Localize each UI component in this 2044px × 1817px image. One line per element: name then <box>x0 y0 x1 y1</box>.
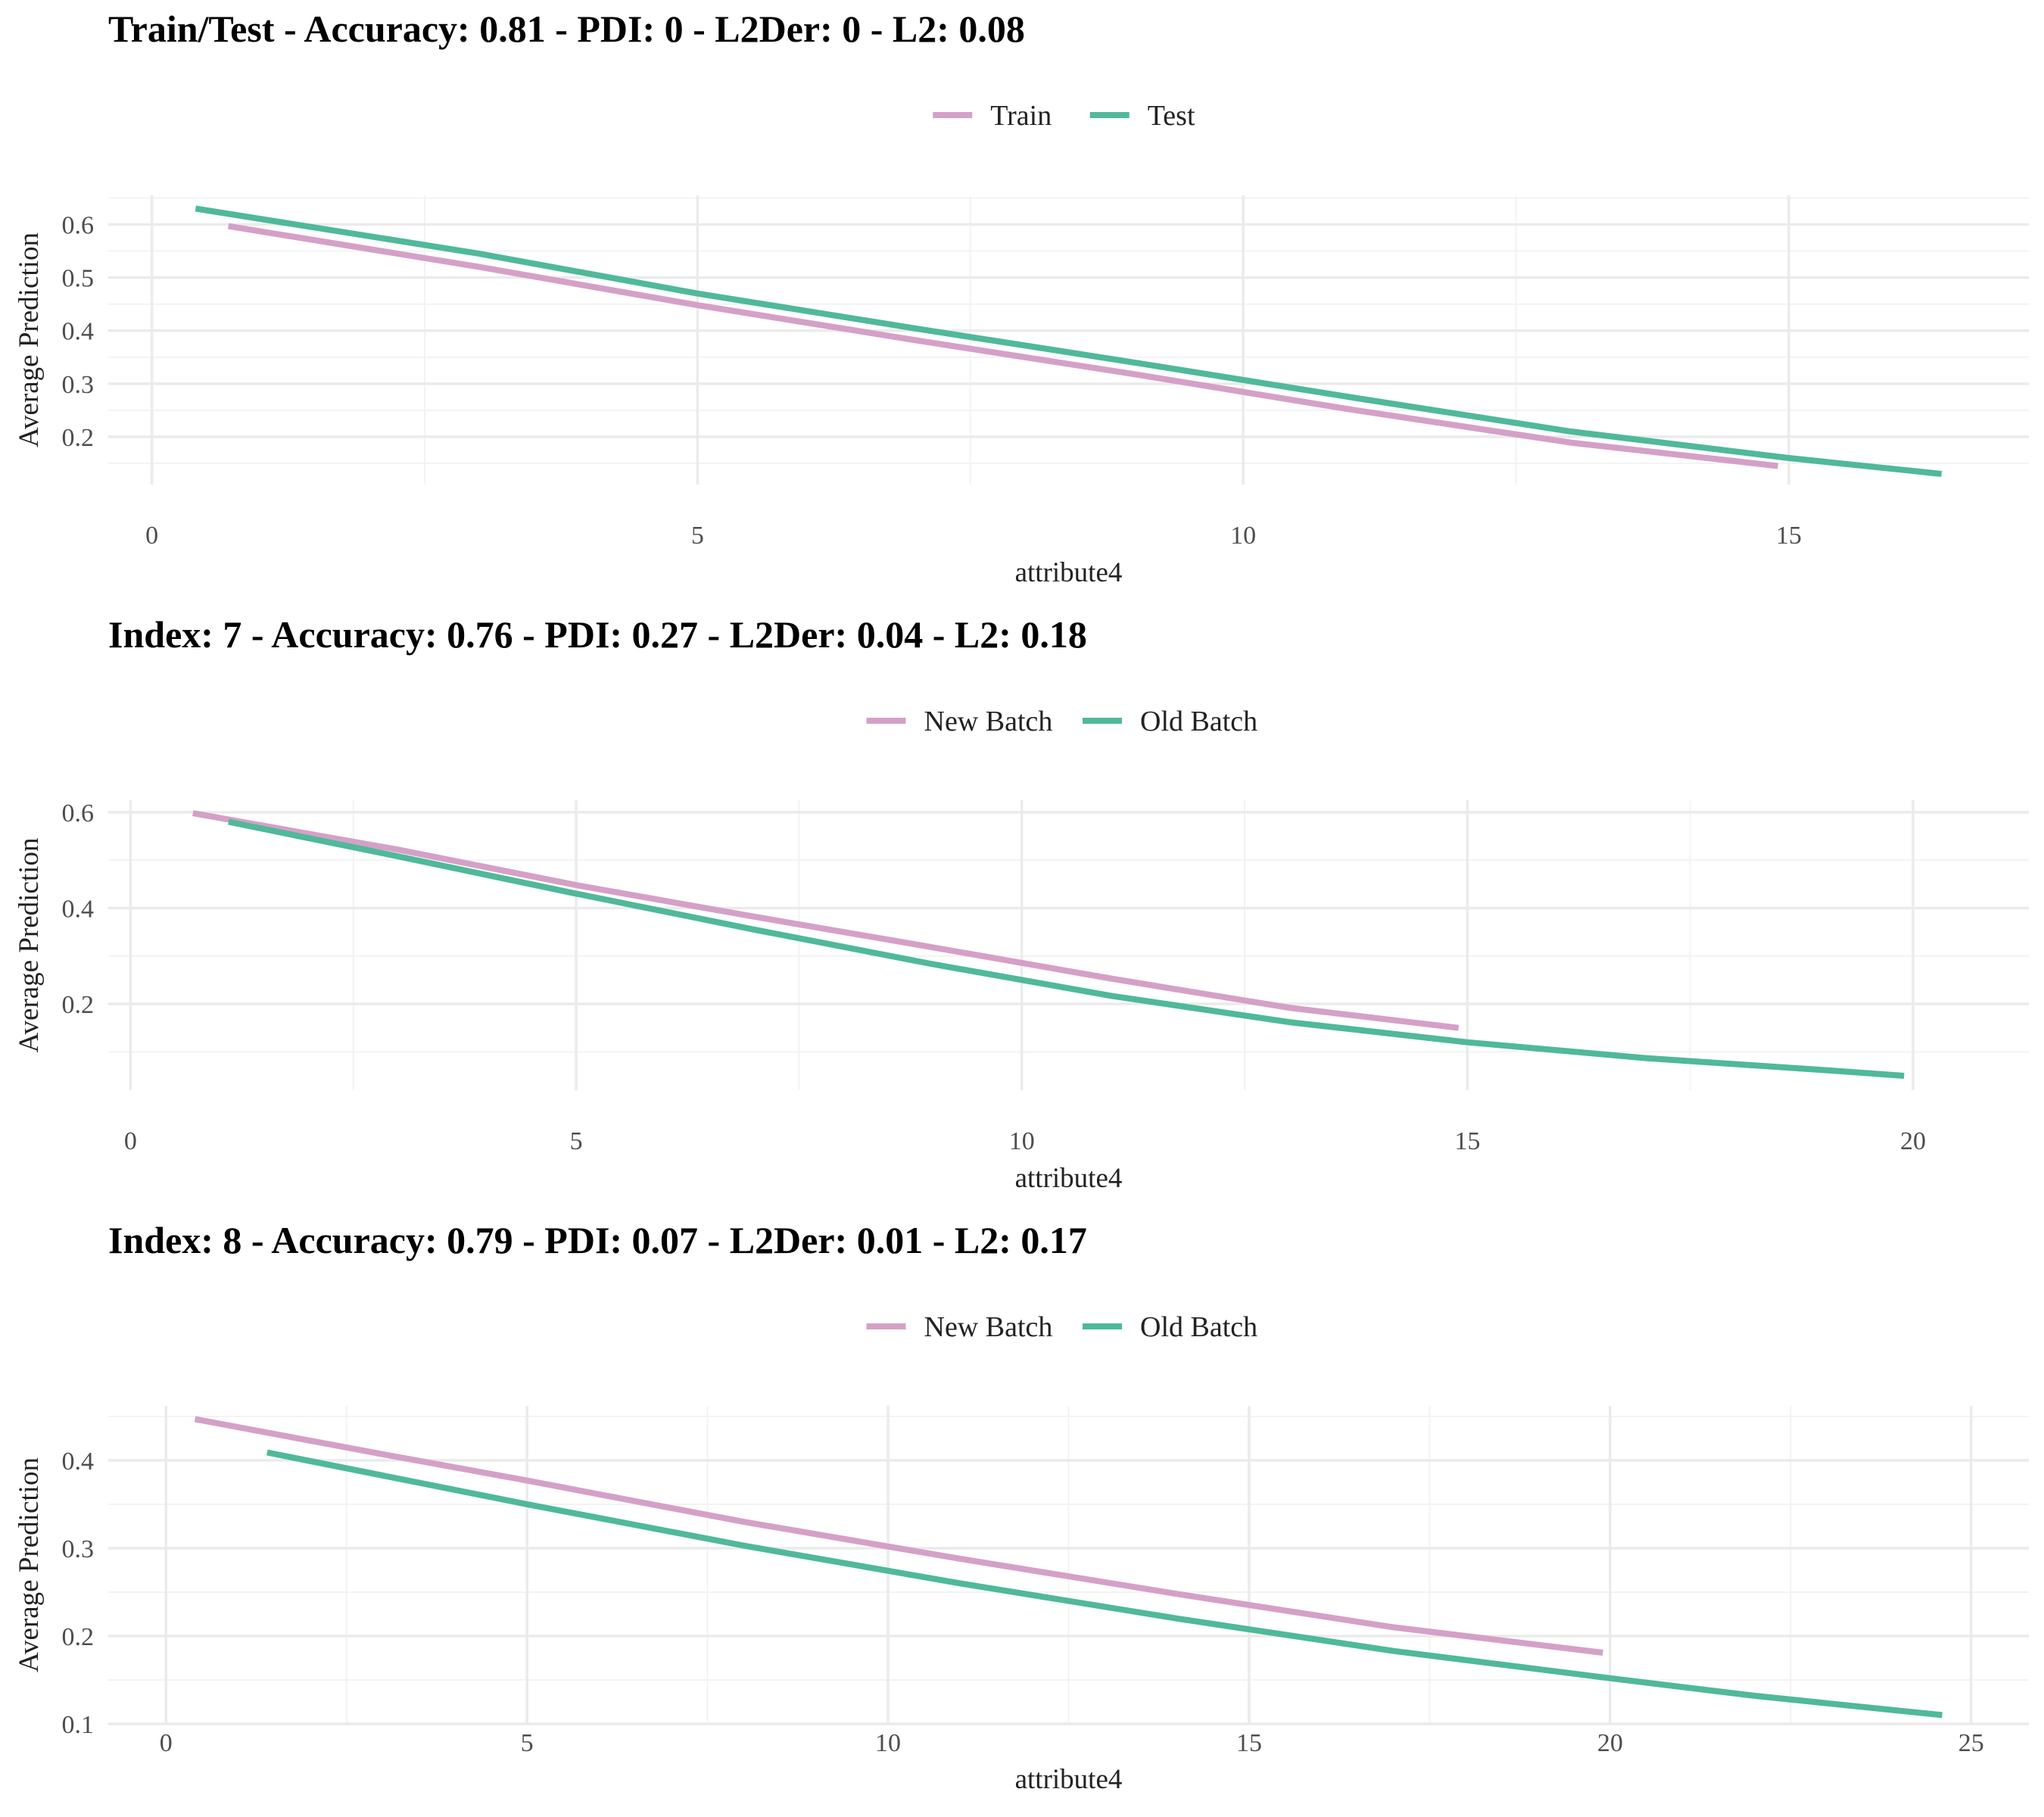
x-tick-label: 20 <box>1900 1127 1926 1155</box>
x-tick-label: 15 <box>1454 1127 1480 1155</box>
x-tick-label: 5 <box>570 1127 583 1155</box>
chart-panel-3: Index: 8 - Accuracy: 0.79 - PDI: 0.07 - … <box>14 1219 2029 1795</box>
y-tick-label: 0.4 <box>62 1448 95 1476</box>
y-tick-label: 0.4 <box>62 895 95 923</box>
chart-panel-2: Index: 7 - Accuracy: 0.76 - PDI: 0.27 - … <box>14 613 2029 1194</box>
x-tick-label: 5 <box>521 1729 534 1757</box>
series-line-old-batch <box>266 1449 1943 1719</box>
y-axis-title: Average Prediction <box>14 838 45 1053</box>
y-tick-label: 0.2 <box>62 991 95 1019</box>
series-line-test <box>195 205 1943 477</box>
x-tick-label: 15 <box>1776 522 1802 550</box>
y-tick-label: 0.6 <box>62 212 95 240</box>
x-axis-title: attribute4 <box>1015 1764 1123 1795</box>
chart-title: Index: 7 - Accuracy: 0.76 - PDI: 0.27 - … <box>108 613 1087 656</box>
chart-title: Train/Test - Accuracy: 0.81 - PDI: 0 - L… <box>108 8 1025 50</box>
legend-label: Test <box>1148 100 1195 132</box>
series-line-old-batch <box>228 818 1905 1079</box>
chart-panel-1: Train/Test - Accuracy: 0.81 - PDI: 0 - L… <box>14 8 2029 588</box>
legend-label: New Batch <box>924 706 1053 737</box>
x-tick-label: 0 <box>145 522 158 550</box>
y-axis-title: Average Prediction <box>14 232 45 447</box>
legend-label: Old Batch <box>1140 1311 1257 1343</box>
x-axis-title: attribute4 <box>1015 557 1123 588</box>
x-tick-label: 10 <box>875 1729 901 1757</box>
x-tick-label: 15 <box>1236 1729 1262 1757</box>
x-axis-title: attribute4 <box>1015 1163 1123 1194</box>
legend-label: Old Batch <box>1140 706 1257 737</box>
x-tick-label: 5 <box>691 522 704 550</box>
x-tick-label: 25 <box>1958 1729 1984 1757</box>
y-tick-label: 0.6 <box>62 799 95 827</box>
x-tick-label: 20 <box>1597 1729 1623 1757</box>
y-tick-label: 0.3 <box>62 1535 95 1563</box>
series-line-train <box>227 223 1778 469</box>
y-tick-label: 0.3 <box>62 371 95 399</box>
y-tick-label: 0.1 <box>62 1711 95 1739</box>
x-tick-label: 0 <box>124 1127 137 1155</box>
y-tick-label: 0.2 <box>62 424 95 452</box>
x-tick-label: 10 <box>1009 1127 1035 1155</box>
chart-title: Index: 8 - Accuracy: 0.79 - PDI: 0.07 - … <box>108 1219 1087 1261</box>
legend-label: Train <box>990 100 1052 132</box>
y-axis-title: Average Prediction <box>14 1457 45 1672</box>
x-tick-label: 0 <box>160 1729 173 1757</box>
series-line-new-batch <box>192 810 1460 1031</box>
x-tick-label: 10 <box>1230 522 1256 550</box>
series-line-new-batch <box>194 1416 1603 1656</box>
legend-label: New Batch <box>924 1311 1053 1343</box>
y-tick-label: 0.5 <box>62 265 95 293</box>
y-tick-label: 0.4 <box>62 318 95 346</box>
y-tick-label: 0.2 <box>62 1623 95 1651</box>
